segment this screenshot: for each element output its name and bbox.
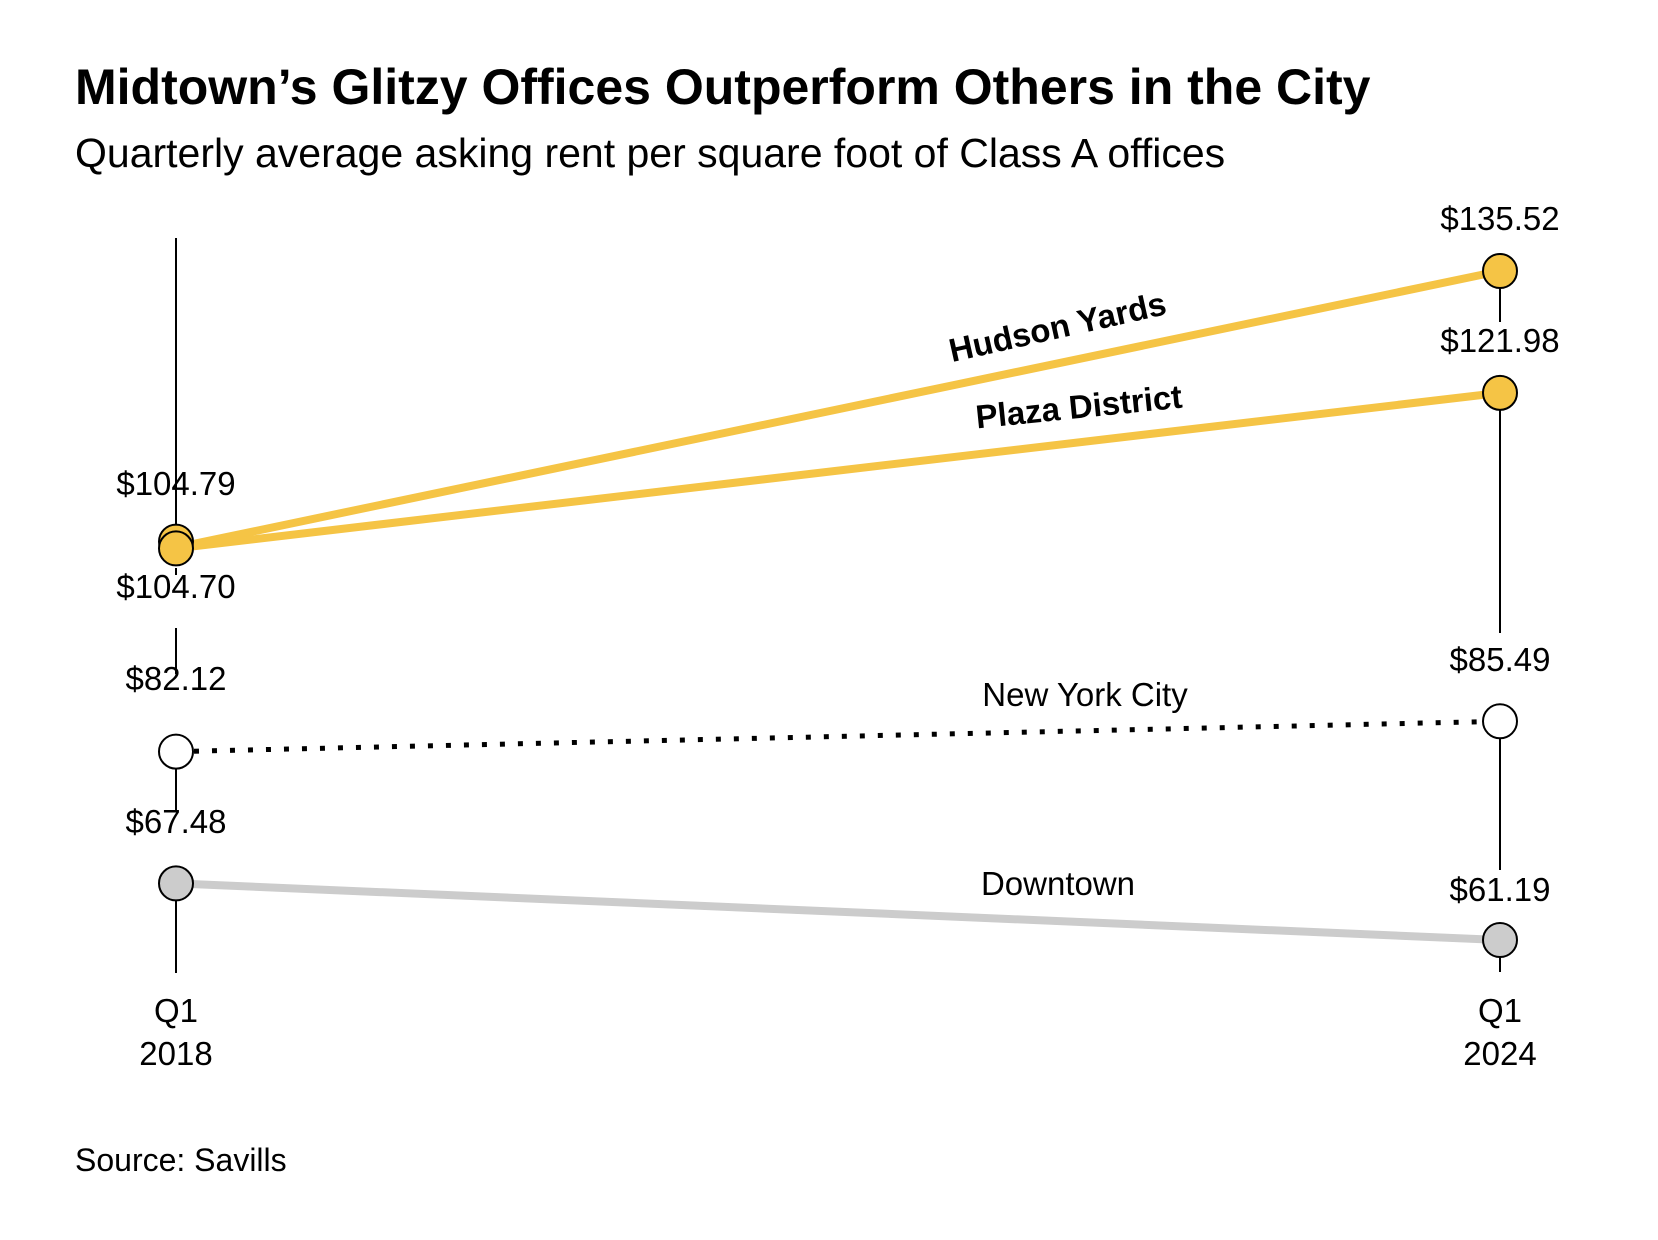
chart-title: Midtown’s Glitzy Offices Outperform Othe… — [75, 59, 1371, 115]
x-tick-label: 2018 — [139, 1035, 212, 1072]
data-label: $121.98 — [1440, 322, 1559, 359]
x-tick-label: 2024 — [1463, 1035, 1536, 1072]
series-lines — [175, 267, 1501, 944]
series-line-new-york-city — [175, 718, 1501, 755]
data-point-downtown-0 — [158, 865, 194, 902]
series-markers — [158, 253, 1518, 958]
data-label: $67.48 — [126, 803, 227, 840]
data-point-downtown-1 — [1482, 922, 1518, 958]
data-label: $135.52 — [1440, 200, 1559, 237]
series-label-downtown: Downtown — [981, 865, 1135, 902]
data-point-new-york-city-1 — [1482, 703, 1518, 740]
series-line-plaza-district — [175, 388, 1501, 553]
data-label: $104.70 — [116, 568, 235, 605]
x-tick-label: Q1 — [154, 992, 198, 1029]
chart-subtitle: Quarterly average asking rent per square… — [75, 130, 1226, 176]
chart-labels: $104.79 $135.52 $104.70 $121.98 $82.12 $85.49… — [116, 200, 1559, 1072]
series-line-downtown — [175, 879, 1501, 944]
data-label: $85.49 — [1450, 641, 1551, 678]
data-label: $82.12 — [126, 660, 227, 697]
axes-layer — [175, 238, 1501, 973]
data-point-hudson-yards-1 — [1482, 253, 1518, 289]
series-label-plaza-district: Plaza District — [974, 378, 1184, 436]
data-point-plaza-district-0 — [158, 530, 194, 567]
chart-source: Source: Savills — [75, 1142, 287, 1178]
data-label: $104.79 — [116, 465, 235, 502]
data-label: $61.19 — [1450, 871, 1551, 908]
data-point-plaza-district-1 — [1482, 374, 1518, 411]
series-label-new-york-city: New York City — [982, 676, 1188, 713]
data-point-new-york-city-0 — [158, 733, 194, 770]
series-label-hudson-yards: Hudson Yards — [945, 285, 1169, 369]
x-tick-label: Q1 — [1478, 992, 1522, 1029]
series-line-hudson-yards — [175, 267, 1501, 552]
